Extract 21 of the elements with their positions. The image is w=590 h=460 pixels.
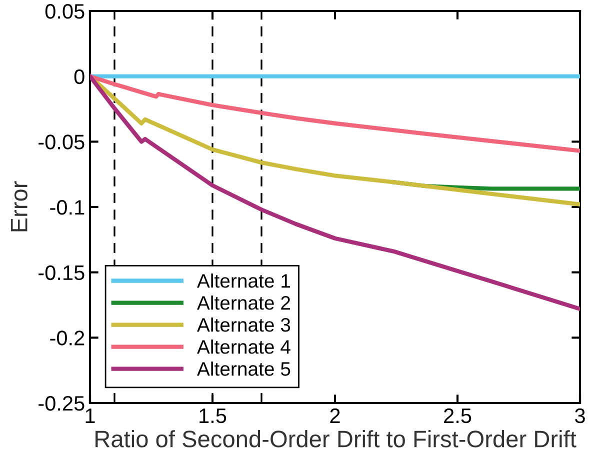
x-tick-label: 2.5 (444, 408, 472, 424)
legend-label: Alternate 5 (196, 362, 290, 376)
y-tick-label: -0.1 (50, 200, 84, 215)
legend-label: Alternate 4 (196, 340, 290, 354)
x-tick-label: 2 (330, 408, 340, 423)
line-series (90, 74, 580, 312)
y-axis-title: Error (10, 181, 28, 232)
y-tick-label: -0.2 (50, 330, 84, 346)
y-tick-label: 0 (74, 69, 84, 84)
y-tick-label: 0.05 (45, 4, 84, 19)
legend-label: Alternate 2 (196, 295, 290, 310)
x-tick-label: 3 (575, 408, 585, 424)
y-tick-label: -0.15 (38, 265, 84, 280)
y-tick-label: -0.25 (38, 396, 84, 411)
x-tick-label: 1.5 (200, 408, 226, 424)
line-series (90, 74, 580, 153)
legend-label: Alternate 1 (196, 273, 290, 288)
x-tick-label: 1 (86, 408, 95, 423)
legend-label: Alternate 3 (196, 318, 290, 332)
x-axis-title: Ratio of Second-Order Drift to First-Order Drift (96, 430, 576, 448)
y-tick-label: -0.05 (38, 134, 84, 150)
